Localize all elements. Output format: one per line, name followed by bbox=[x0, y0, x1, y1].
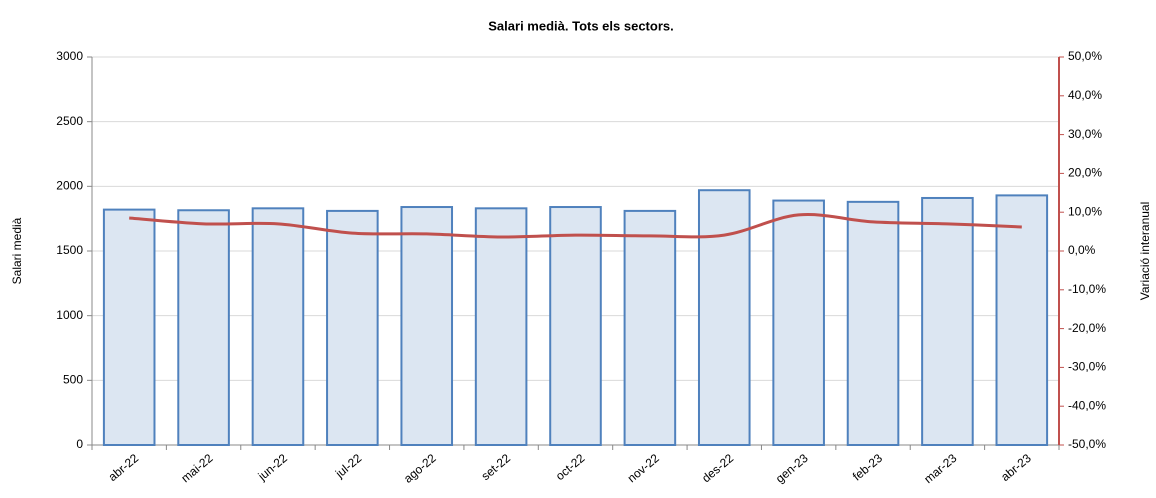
y-tick-label: 3000 bbox=[56, 49, 83, 63]
x-tick-label: oct-22 bbox=[553, 451, 588, 483]
bar bbox=[921, 196, 974, 446]
bar bbox=[772, 199, 825, 446]
y-axis-title: Salari medià bbox=[10, 217, 24, 284]
y2-tick-label: -50,0% bbox=[1068, 437, 1106, 451]
y2-tick-label: -40,0% bbox=[1068, 398, 1106, 412]
x-tick-label: gen-23 bbox=[773, 451, 811, 486]
bar bbox=[102, 208, 156, 446]
y-tick-label: 2000 bbox=[56, 179, 83, 193]
bar bbox=[326, 209, 379, 446]
y-tick-label: 2500 bbox=[56, 114, 83, 128]
x-tick-label: nov-22 bbox=[625, 451, 662, 486]
bar bbox=[995, 194, 1049, 446]
bar bbox=[697, 189, 751, 446]
x-tick-label: feb-23 bbox=[850, 451, 885, 484]
bar bbox=[400, 206, 454, 446]
bar bbox=[177, 209, 230, 446]
bar bbox=[846, 200, 900, 446]
y2-tick-label: 40,0% bbox=[1068, 88, 1102, 102]
x-tick-label: abr-22 bbox=[106, 451, 142, 484]
y2-axis-title: Variació interanual bbox=[1138, 202, 1152, 301]
bar bbox=[549, 206, 602, 446]
y2-tick-label: 30,0% bbox=[1068, 127, 1102, 141]
line bbox=[129, 213, 1022, 239]
y-tick-label: 1500 bbox=[56, 243, 83, 257]
y2-tick-label: 20,0% bbox=[1068, 166, 1102, 180]
y2-tick-label: -20,0% bbox=[1068, 321, 1106, 335]
y-tick-label: 1000 bbox=[56, 308, 83, 322]
y2-tick-label: 10,0% bbox=[1068, 204, 1102, 218]
x-tick-label: abr-23 bbox=[998, 451, 1034, 484]
x-tick-label: set-22 bbox=[479, 451, 514, 483]
y2-tick-label: -30,0% bbox=[1068, 360, 1106, 374]
bar bbox=[474, 207, 528, 446]
x-tick-label: jun-22 bbox=[255, 451, 291, 484]
bar bbox=[623, 209, 677, 446]
x-tick-label: des-22 bbox=[699, 451, 736, 486]
y-tick-label: 0 bbox=[76, 437, 83, 451]
y2-tick-label: -10,0% bbox=[1068, 282, 1106, 296]
y2-tick-label: 50,0% bbox=[1068, 49, 1102, 63]
bar bbox=[251, 207, 305, 446]
x-tick-label: mar-23 bbox=[921, 451, 959, 486]
y-tick-label: 500 bbox=[63, 373, 83, 387]
y2-tick-label: 0,0% bbox=[1068, 243, 1096, 257]
x-tick-label: jul-22 bbox=[332, 451, 364, 481]
chart-title: Salari medià. Tots els sectors. bbox=[488, 18, 673, 33]
x-tick-label: mai-22 bbox=[178, 451, 215, 486]
x-tick-label: ago-22 bbox=[401, 451, 439, 486]
